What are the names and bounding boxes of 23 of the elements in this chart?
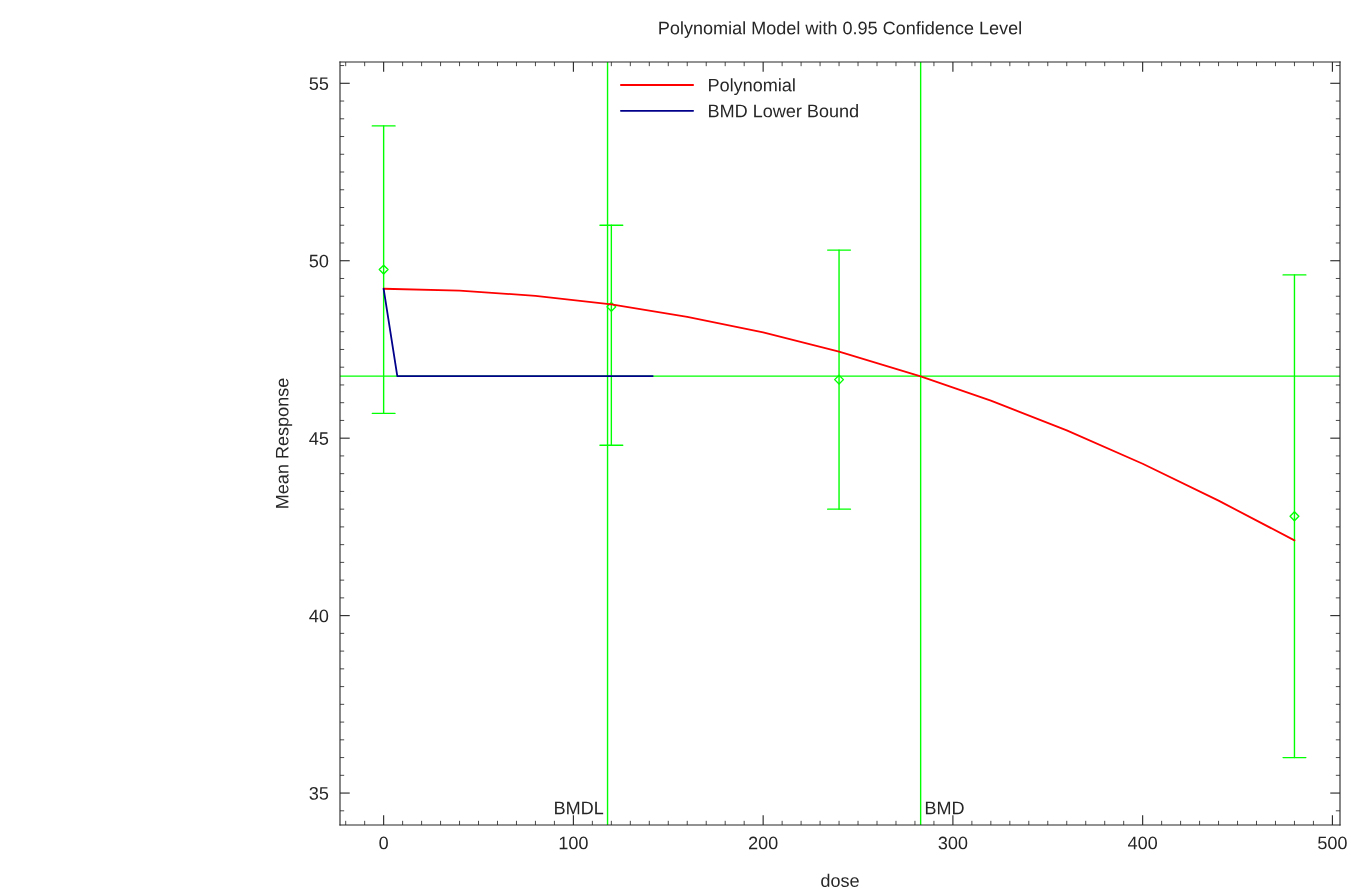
y-tick-label: 45 — [309, 432, 329, 445]
legend-label: BMD Lower Bound — [709, 104, 858, 118]
x-tick-label: 500 — [1318, 836, 1347, 850]
y-axis-title: Mean Response — [275, 378, 293, 508]
ref-line-label: BMDL — [555, 801, 604, 815]
point — [378, 264, 389, 275]
x-tick-label: 200 — [749, 836, 778, 850]
point — [1289, 511, 1300, 522]
line-series — [382, 287, 1296, 542]
y-tick-label: 40 — [309, 609, 329, 623]
chart-title: Polynomial Model with 0.95 Confidence Level — [659, 21, 1021, 38]
point — [833, 374, 845, 385]
x-tick-label: 300 — [938, 836, 968, 850]
y-tick-label: 35 — [309, 786, 329, 800]
x-tick-label: 0 — [379, 836, 388, 850]
x-tick-label: 400 — [1128, 836, 1158, 850]
y-tick-label: 55 — [309, 77, 329, 91]
point — [606, 301, 617, 312]
x-axis-title: dose — [821, 873, 859, 888]
y-tick-label: 50 — [309, 254, 329, 268]
legend-label: Polynomial — [709, 78, 795, 96]
x-tick-label: 100 — [559, 836, 588, 850]
ref-line-label: BMD — [925, 801, 964, 815]
